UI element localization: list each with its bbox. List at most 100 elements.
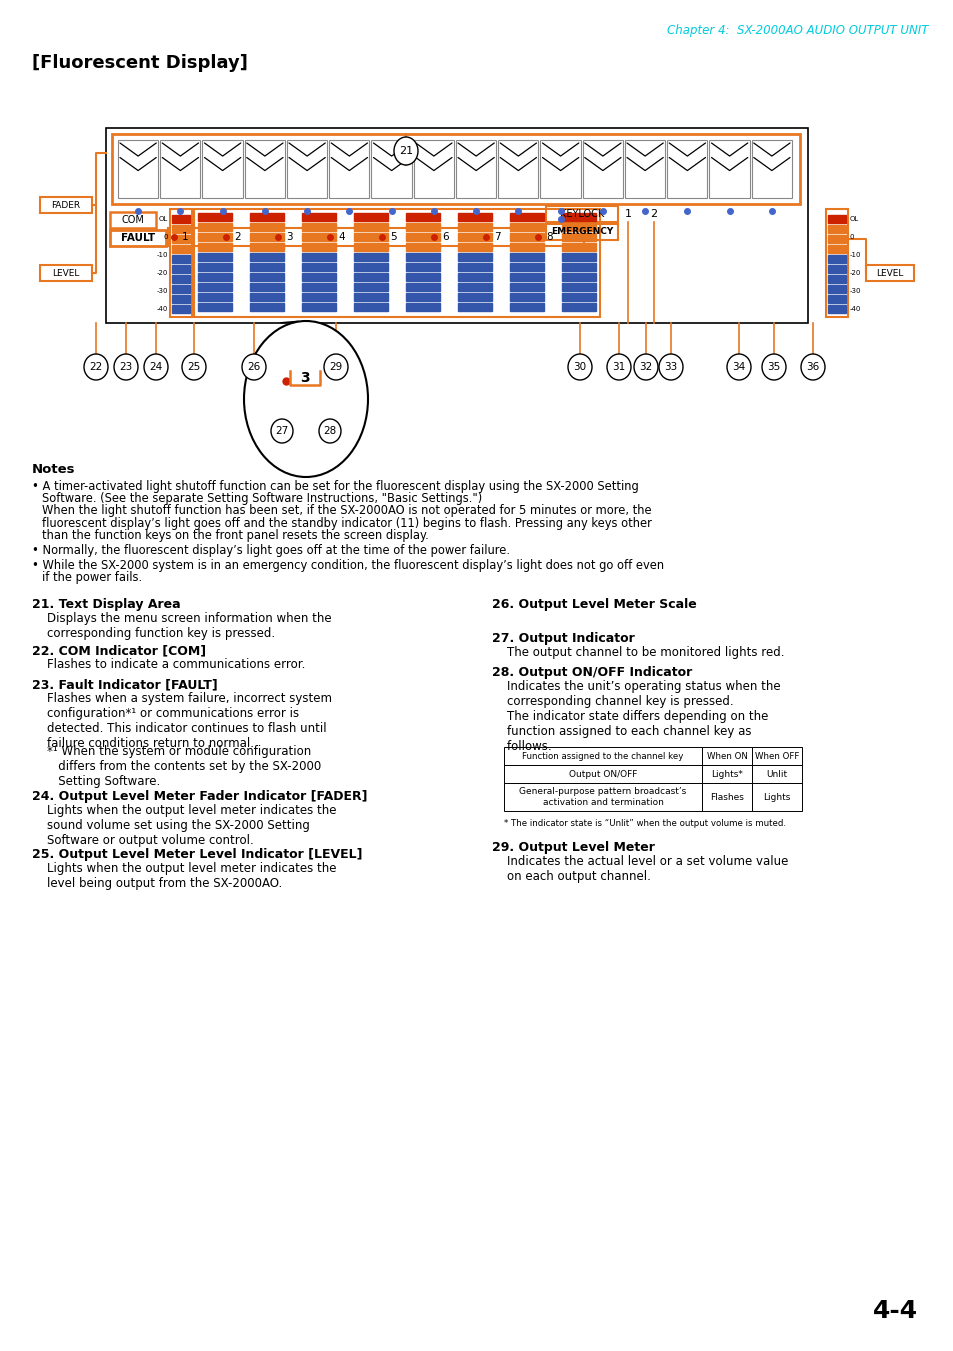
- Text: 0: 0: [163, 234, 168, 240]
- Text: 1: 1: [624, 209, 631, 219]
- Text: [Fluorescent Display]: [Fluorescent Display]: [32, 54, 248, 72]
- Text: • While the SX-2000 system is in an emergency condition, the fluorescent display: • While the SX-2000 system is in an emer…: [32, 559, 663, 573]
- Text: * The indicator state is “Unlit” when the output volume is muted.: * The indicator state is “Unlit” when th…: [503, 819, 785, 828]
- Text: FAULT: FAULT: [121, 232, 155, 243]
- Bar: [503, 765, 701, 784]
- Bar: [198, 303, 232, 311]
- Bar: [561, 232, 596, 240]
- Bar: [302, 253, 335, 261]
- Text: Output ON/OFF: Output ON/OFF: [568, 770, 637, 778]
- Bar: [250, 282, 284, 290]
- Ellipse shape: [761, 354, 785, 380]
- Bar: [302, 213, 335, 222]
- Bar: [198, 263, 232, 272]
- Bar: [503, 784, 701, 811]
- Bar: [751, 747, 801, 765]
- Ellipse shape: [113, 354, 138, 380]
- Text: • Normally, the fluorescent display’s light goes off at the time of the power fa: • Normally, the fluorescent display’s li…: [32, 544, 510, 557]
- Bar: [198, 293, 232, 301]
- Bar: [510, 303, 543, 311]
- Text: 2: 2: [233, 232, 240, 242]
- Bar: [250, 243, 284, 251]
- Bar: [457, 273, 492, 281]
- Bar: [827, 285, 845, 293]
- Bar: [329, 141, 369, 199]
- Text: 31: 31: [612, 362, 625, 372]
- Bar: [510, 223, 543, 231]
- Bar: [561, 282, 596, 290]
- Bar: [457, 293, 492, 301]
- Bar: [406, 303, 439, 311]
- Text: Indicates the actual level or a set volume value
    on each output channel.: Indicates the actual level or a set volu…: [492, 855, 787, 884]
- Bar: [354, 213, 388, 222]
- Bar: [457, 223, 492, 231]
- Text: 26: 26: [247, 362, 260, 372]
- Bar: [302, 303, 335, 311]
- Bar: [302, 223, 335, 231]
- Text: 34: 34: [732, 362, 745, 372]
- Bar: [354, 293, 388, 301]
- Text: 21. Text Display Area: 21. Text Display Area: [32, 597, 180, 611]
- Text: -10: -10: [156, 253, 168, 258]
- Bar: [827, 245, 845, 253]
- Text: 33: 33: [663, 362, 677, 372]
- Bar: [561, 293, 596, 301]
- Bar: [354, 303, 388, 311]
- Bar: [510, 273, 543, 281]
- Bar: [510, 253, 543, 261]
- Text: Lights when the output level meter indicates the
    level being output from the: Lights when the output level meter indic…: [32, 862, 336, 890]
- Bar: [582, 141, 622, 199]
- Text: The output channel to be monitored lights red.: The output channel to be monitored light…: [492, 646, 783, 659]
- Bar: [354, 263, 388, 272]
- Text: Lights*: Lights*: [710, 770, 742, 778]
- Bar: [827, 235, 845, 243]
- Bar: [198, 223, 232, 231]
- Bar: [250, 293, 284, 301]
- Bar: [827, 295, 845, 303]
- Ellipse shape: [144, 354, 168, 380]
- Bar: [497, 141, 537, 199]
- Text: Lights when the output level meter indicates the
    sound volume set using the : Lights when the output level meter indic…: [32, 804, 336, 847]
- Bar: [354, 243, 388, 251]
- Bar: [510, 213, 543, 222]
- Text: 28: 28: [323, 426, 336, 436]
- Bar: [198, 253, 232, 261]
- Text: 32: 32: [639, 362, 652, 372]
- Text: 25. Output Level Meter Level Indicator [LEVEL]: 25. Output Level Meter Level Indicator […: [32, 848, 362, 861]
- Bar: [510, 243, 543, 251]
- Text: 35: 35: [766, 362, 780, 372]
- Bar: [751, 765, 801, 784]
- Text: 29. Output Level Meter: 29. Output Level Meter: [492, 842, 654, 854]
- Text: 22. COM Indicator [COM]: 22. COM Indicator [COM]: [32, 644, 206, 657]
- Bar: [198, 282, 232, 290]
- Ellipse shape: [84, 354, 108, 380]
- Bar: [561, 243, 596, 251]
- Ellipse shape: [182, 354, 206, 380]
- Text: OL: OL: [158, 216, 168, 222]
- Bar: [709, 141, 749, 199]
- Text: 21: 21: [398, 146, 413, 155]
- Bar: [110, 212, 156, 228]
- Bar: [751, 784, 801, 811]
- Bar: [406, 273, 439, 281]
- Ellipse shape: [318, 419, 340, 443]
- Text: 24: 24: [150, 362, 162, 372]
- Bar: [406, 232, 439, 240]
- Text: When OFF: When OFF: [754, 751, 799, 761]
- Bar: [354, 232, 388, 240]
- Bar: [172, 285, 190, 293]
- Text: *¹ When the system or module configuration
       differs from the contents set : *¹ When the system or module configurati…: [32, 744, 321, 788]
- Text: FADER: FADER: [51, 200, 80, 209]
- Bar: [250, 273, 284, 281]
- Bar: [302, 282, 335, 290]
- Bar: [354, 223, 388, 231]
- Bar: [624, 141, 664, 199]
- Text: LEVEL: LEVEL: [876, 269, 902, 277]
- Text: Chapter 4:  SX-2000AO AUDIO OUTPUT UNIT: Chapter 4: SX-2000AO AUDIO OUTPUT UNIT: [666, 24, 927, 36]
- Text: When the light shutoff function has been set, if the SX-2000AO is not operated f: When the light shutoff function has been…: [42, 504, 651, 517]
- Bar: [701, 747, 751, 765]
- Text: 30: 30: [573, 362, 586, 372]
- Bar: [457, 282, 492, 290]
- Bar: [172, 295, 190, 303]
- Bar: [503, 747, 701, 765]
